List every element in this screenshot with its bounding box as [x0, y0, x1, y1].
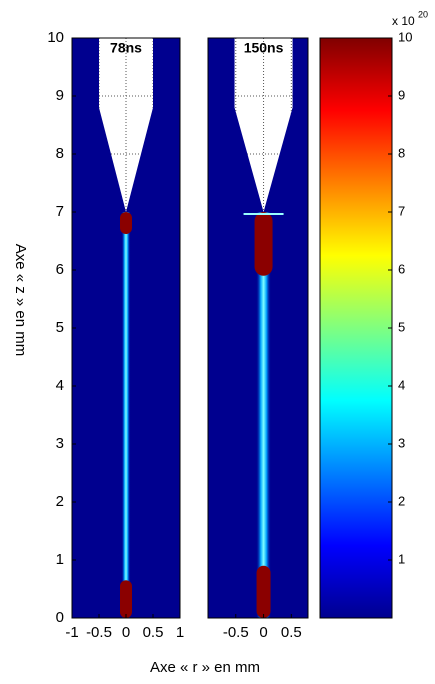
x-tick-label: 0 [259, 624, 267, 641]
hot-region [256, 565, 271, 618]
grid [99, 38, 153, 212]
y-tick-label: 8 [56, 145, 64, 162]
y-tick-label: 9 [56, 87, 64, 104]
colorbar-exponent: 20 [418, 9, 428, 19]
x-axis-label: Axe « r » en mm [150, 659, 260, 676]
colorbar-tick-label: 5 [398, 319, 405, 334]
y-tick-label: 4 [56, 377, 64, 394]
colorbar-tick-label: 7 [398, 203, 405, 218]
colorbar-tick-label: 2 [398, 493, 405, 508]
hot-region [120, 580, 132, 618]
y-tick-label: 0 [56, 609, 64, 626]
filament [121, 212, 131, 618]
y-tick-label: 2 [56, 493, 64, 510]
y-tick-label: 10 [47, 29, 64, 46]
y-axis-label: Axe « z » en mm [12, 244, 29, 357]
colorbar [319, 37, 393, 619]
y-tick-label: 3 [56, 435, 64, 452]
colorbar-tick-label: 3 [398, 435, 405, 450]
colorbar-tick-label: 8 [398, 145, 405, 160]
colorbar-multiplier: x 10 [392, 14, 415, 28]
x-tick-label: -0.5 [86, 624, 112, 641]
colorbar-tick-label: 1 [398, 551, 405, 566]
hot-region [254, 212, 273, 276]
y-tick-label: 1 [56, 551, 64, 568]
colorbar-tick-label: 9 [398, 87, 405, 102]
y-tick-label: 5 [56, 319, 64, 336]
colorbar-tick-label: 6 [398, 261, 405, 276]
axes-frame [207, 37, 309, 619]
hot-region [120, 212, 132, 235]
y-tick-label: 7 [56, 203, 64, 220]
x-tick-label: 0 [122, 624, 130, 641]
panel-title: 78ns [110, 40, 142, 56]
colorbar-tick-label: 10 [398, 29, 412, 44]
y-tick-label: 6 [56, 261, 64, 278]
colorbar-tick-label: 4 [398, 377, 405, 392]
x-tick-label: -1 [65, 624, 78, 641]
x-tick-label: 0.5 [143, 624, 164, 641]
filament [256, 212, 272, 618]
x-tick-label: -0.5 [223, 624, 249, 641]
x-tick-label: 0.5 [281, 624, 302, 641]
panel-title: 150ns [244, 40, 284, 56]
x-tick-label: 1 [176, 624, 184, 641]
